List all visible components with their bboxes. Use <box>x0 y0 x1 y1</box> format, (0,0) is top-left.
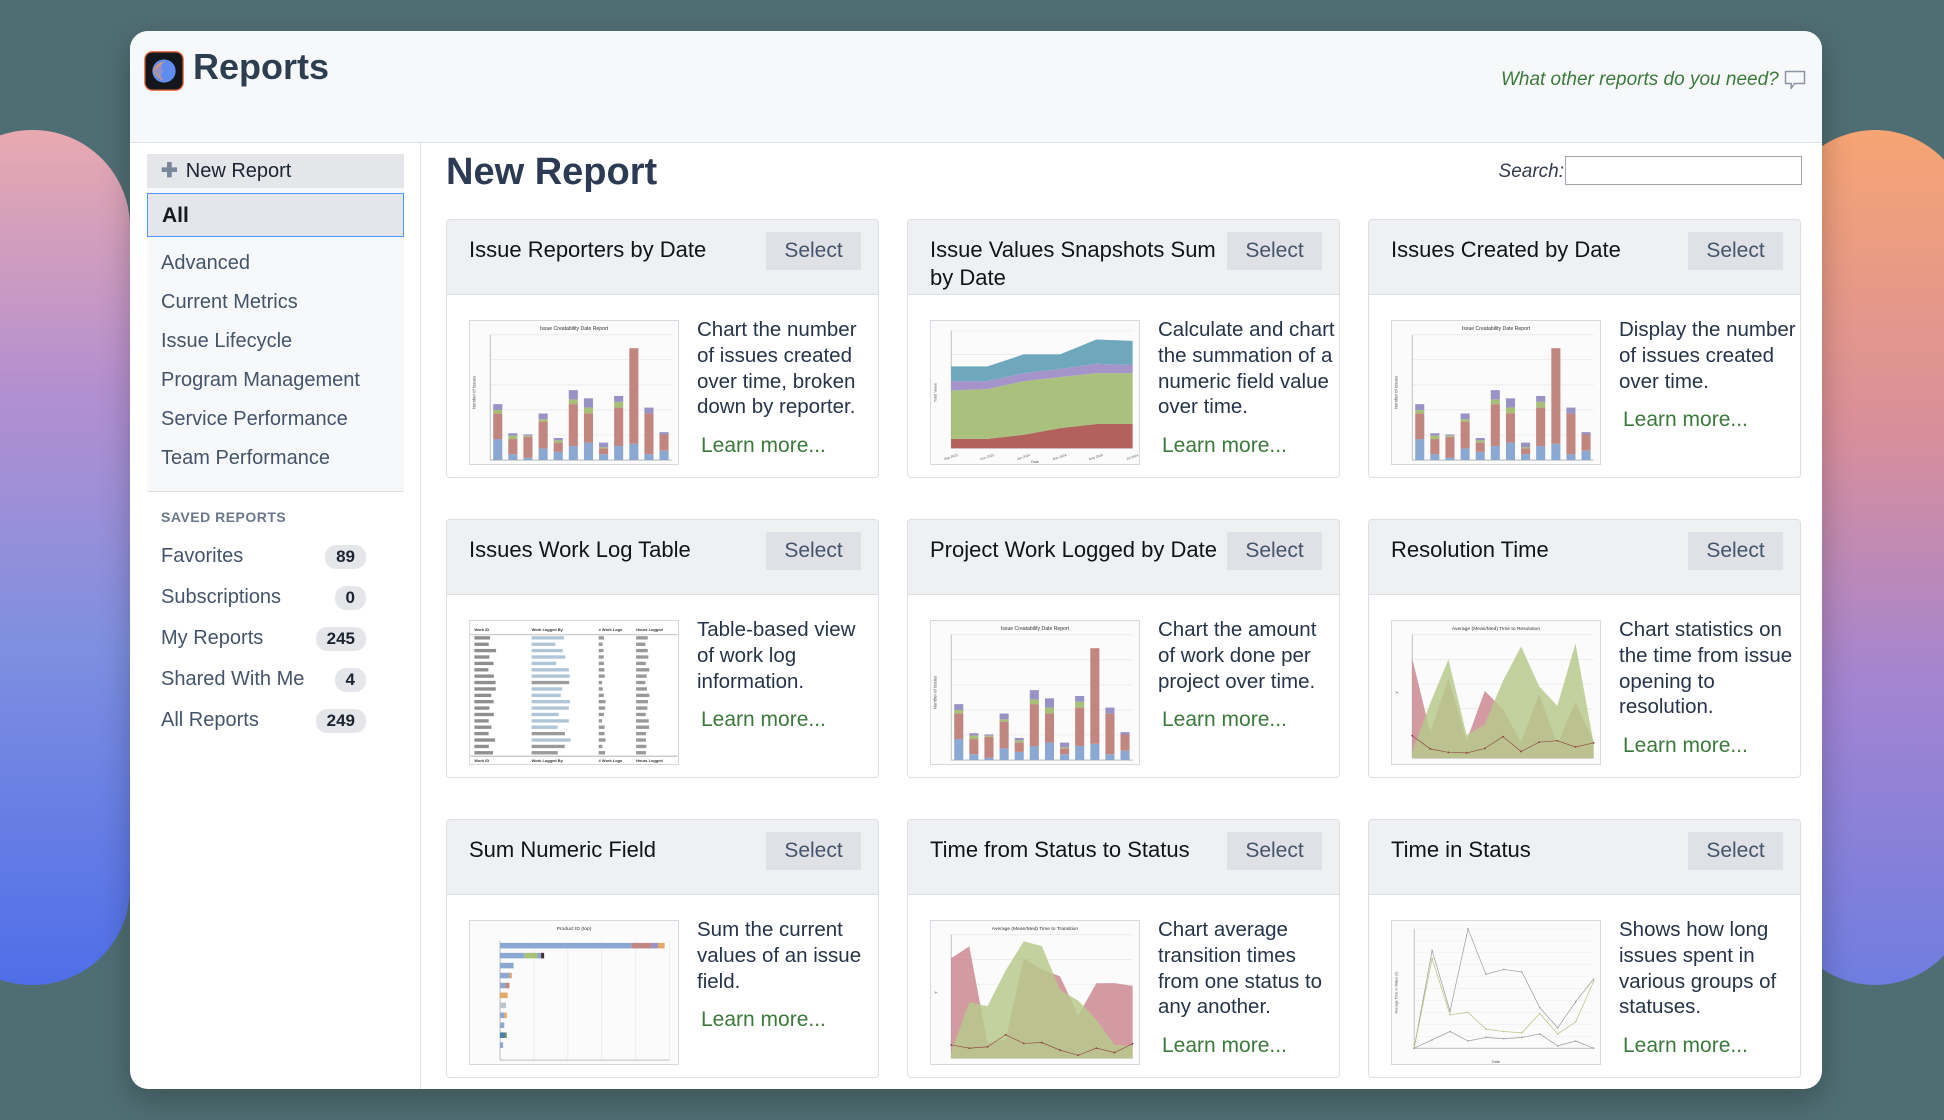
svg-text:y: y <box>1393 691 1398 693</box>
svg-text:# Work Logs: # Work Logs <box>599 758 623 763</box>
svg-text:Average (Mean/Med) Time to Tra: Average (Mean/Med) Time to Transition <box>992 926 1079 932</box>
svg-text:Issue Creatability Date Report: Issue Creatability Date Report <box>1001 626 1070 632</box>
svg-text:Work ID: Work ID <box>474 627 489 632</box>
svg-text:Work ID: Work ID <box>474 758 489 763</box>
svg-text:Date: Date <box>1492 1060 1500 1064</box>
svg-text:Number of Issues: Number of Issues <box>1393 376 1398 409</box>
svg-text:Work Logged By: Work Logged By <box>532 758 564 763</box>
svg-text:Total Value: Total Value <box>932 382 937 402</box>
svg-text:Hours Logged: Hours Logged <box>636 758 663 763</box>
svg-text:y: y <box>932 991 937 993</box>
svg-text:Work Logged By: Work Logged By <box>532 627 564 632</box>
svg-text:Date: Date <box>1031 460 1039 464</box>
svg-text:Average Time in Status (h): Average Time in Status (h) <box>1394 972 1398 1014</box>
svg-text:Issue Creatability Date Report: Issue Creatability Date Report <box>540 326 609 332</box>
svg-text:Hours Logged: Hours Logged <box>636 627 663 632</box>
svg-text:Product ID (top): Product ID (top) <box>557 926 592 932</box>
svg-text:# Work Logs: # Work Logs <box>599 627 623 632</box>
svg-text:Number of Issues: Number of Issues <box>471 376 476 409</box>
svg-text:Issue Creatability Date Report: Issue Creatability Date Report <box>1462 326 1531 332</box>
svg-text:Average (Mean/Med) Time to Res: Average (Mean/Med) Time to Resolution <box>1452 626 1541 632</box>
svg-text:Number of Issues: Number of Issues <box>932 676 937 709</box>
